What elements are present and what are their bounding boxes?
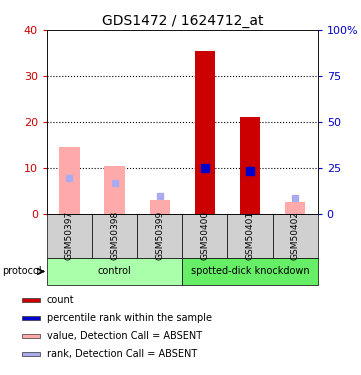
Bar	[47, 214, 92, 258]
Title: GDS1472 / 1624712_at: GDS1472 / 1624712_at	[101, 13, 263, 28]
Bar	[22, 298, 40, 302]
Bar	[92, 214, 137, 258]
Text: count: count	[47, 295, 75, 305]
Bar	[59, 147, 80, 214]
Bar	[104, 165, 125, 214]
Text: value, Detection Call = ABSENT: value, Detection Call = ABSENT	[47, 331, 202, 341]
Text: control: control	[98, 267, 131, 276]
Text: rank, Detection Call = ABSENT: rank, Detection Call = ABSENT	[47, 349, 197, 359]
Bar	[182, 214, 227, 258]
Text: GSM50399: GSM50399	[155, 211, 164, 261]
Bar	[195, 51, 215, 214]
Bar	[22, 352, 40, 356]
Text: GSM50400: GSM50400	[200, 211, 209, 260]
Bar	[149, 200, 170, 214]
Text: spotted-dick knockdown: spotted-dick knockdown	[191, 267, 309, 276]
Text: GSM50401: GSM50401	[245, 211, 255, 260]
Bar	[227, 214, 273, 258]
Bar	[47, 258, 182, 285]
Bar	[137, 214, 182, 258]
Bar	[182, 258, 318, 285]
Text: GSM50397: GSM50397	[65, 211, 74, 261]
Bar	[273, 214, 318, 258]
Text: GSM50398: GSM50398	[110, 211, 119, 261]
Bar	[285, 202, 305, 214]
Bar	[22, 334, 40, 338]
Text: protocol: protocol	[2, 267, 42, 276]
Bar	[22, 316, 40, 320]
Text: percentile rank within the sample: percentile rank within the sample	[47, 313, 212, 323]
Bar	[240, 117, 260, 214]
Text: GSM50402: GSM50402	[291, 211, 300, 260]
